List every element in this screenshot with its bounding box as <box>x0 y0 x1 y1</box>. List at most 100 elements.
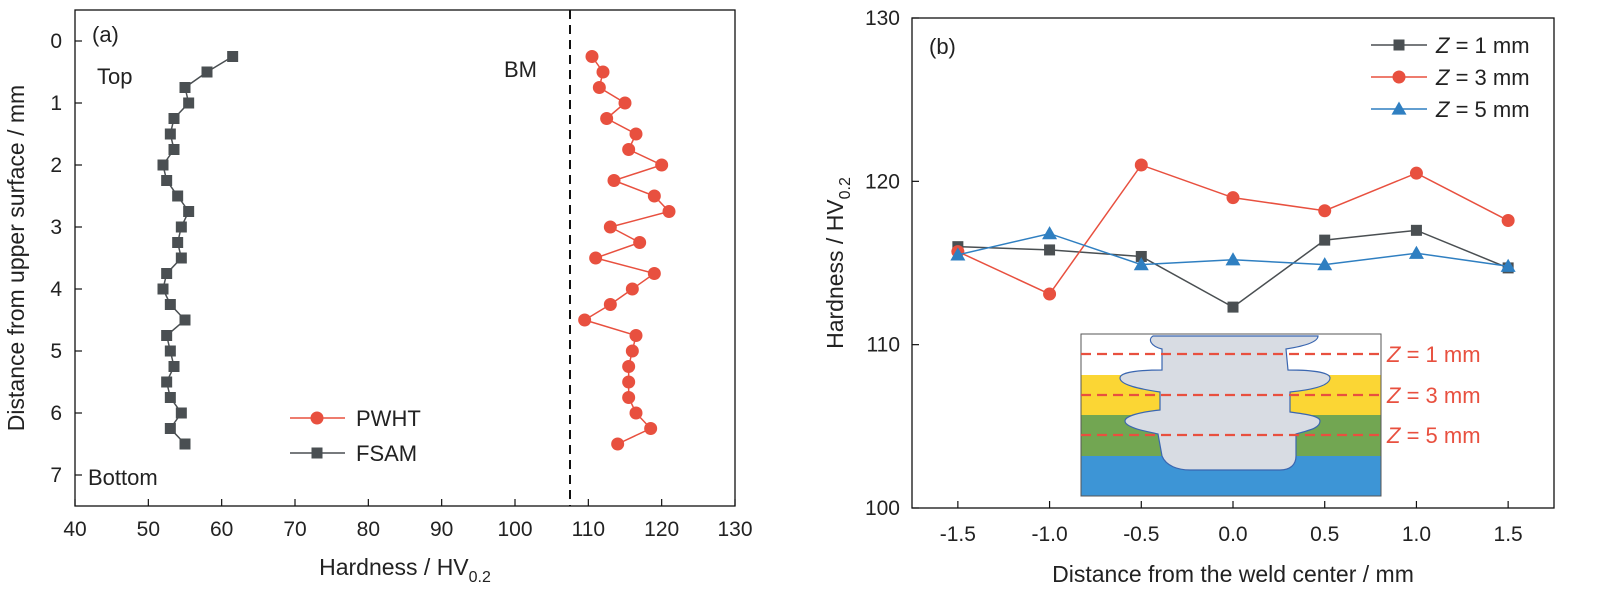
pwht-data-point <box>585 50 599 63</box>
z3mm-data-point <box>1043 287 1057 301</box>
y-tick-label: 0 <box>50 30 62 53</box>
z3mm-series-line <box>957 164 1509 295</box>
fsam-data-point <box>201 66 213 78</box>
x-tick-label: 1.0 <box>1402 523 1431 546</box>
z5mm-data-point <box>950 247 966 261</box>
y-tick-label: 100 <box>865 497 900 520</box>
pwht-data-point <box>607 174 621 187</box>
panel-a: (a) Top Bottom BM Hardness / HV0.2 Dista… <box>3 9 753 586</box>
inset-frame <box>1080 333 1382 497</box>
x-tick-label: 50 <box>137 518 160 541</box>
x-tick-label: 1.5 <box>1494 523 1523 546</box>
inset-depth-label: Z = 3 mm <box>1386 383 1481 408</box>
fsam-data-point <box>161 175 173 186</box>
panel-a-x-axis-title: Hardness / HV0.2 <box>319 554 491 586</box>
pwht-legend-label: PWHT <box>356 406 421 431</box>
fsam-data-point <box>164 423 176 434</box>
pwht-data-point <box>633 236 647 249</box>
panel-b: (b) Distance from the weld center / mm H… <box>822 7 1555 587</box>
y-tick-label: 110 <box>867 334 900 357</box>
z1mm-series-line <box>957 229 1509 308</box>
z1mm-legend-marker <box>1393 39 1405 51</box>
fsam-data-point <box>161 330 173 341</box>
fsam-legend-label: FSAM <box>356 441 417 466</box>
panel-b-y-axis-title: Hardness / HV0.2 <box>822 177 854 349</box>
pwht-data-point <box>647 189 661 203</box>
fsam-data-point <box>175 221 187 233</box>
x-tick-label: -0.5 <box>1123 523 1159 546</box>
fsam-data-point <box>179 82 191 93</box>
top-annotation: Top <box>97 64 132 89</box>
fsam-data-point <box>157 159 169 171</box>
z1mm-data-point <box>1044 244 1056 256</box>
x-tick-label: 90 <box>430 518 453 541</box>
weld-cross-section-inset: Z = 1 mm Z = 3 mm Z = 5 mm <box>1080 333 1481 497</box>
x-tick-label: 70 <box>283 518 306 541</box>
z3mm-data-point <box>1226 191 1240 205</box>
pwht-data-point <box>644 422 658 435</box>
pwht-data-point <box>622 375 636 389</box>
pwht-data-point <box>603 220 617 234</box>
y-tick-label: 7 <box>50 464 62 487</box>
bm-annotation: BM <box>504 57 537 82</box>
pwht-data-point <box>622 360 636 373</box>
z1mm-data-point <box>1319 234 1331 246</box>
z1mm-data-point <box>1135 250 1147 262</box>
fsam-data-point <box>164 392 176 403</box>
pwht-data-point <box>625 282 639 296</box>
fsam-data-point <box>179 438 191 450</box>
pwht-data-point <box>592 81 606 94</box>
pwht-data-point <box>625 344 639 358</box>
fsam-data-point <box>157 283 169 295</box>
fsam-data-point <box>175 252 187 264</box>
z5mm-data-point <box>1133 257 1149 271</box>
bottom-annotation: Bottom <box>88 465 158 490</box>
x-tick-label: 0.5 <box>1310 523 1339 546</box>
pwht-legend-marker <box>310 411 324 425</box>
z3mm-data-point <box>1318 204 1332 218</box>
fsam-data-point <box>164 128 176 140</box>
panel-a-frame <box>74 9 736 507</box>
y-tick-label: 6 <box>50 402 62 425</box>
y-tick-label: 5 <box>50 340 62 363</box>
fsam-data-point <box>161 268 173 279</box>
panel-b-legend: Z = 1 mm Z = 3 mm Z = 5 mm <box>1371 33 1530 122</box>
pwht-data-point <box>647 267 661 280</box>
pwht-data-point <box>622 391 636 404</box>
x-tick-label: 100 <box>497 518 532 541</box>
fsam-data-point <box>164 345 176 357</box>
z3mm-legend-label: Z = 3 mm <box>1435 65 1530 90</box>
pwht-data-point <box>629 127 643 141</box>
z5mm-data-point <box>1408 245 1424 259</box>
panel-b-label: (b) <box>929 34 956 59</box>
z1mm-legend-label: Z = 1 mm <box>1435 33 1530 58</box>
fsam-data-point <box>168 361 180 372</box>
pwht-data-point <box>622 143 636 156</box>
panel-b-x-axis-title: Distance from the weld center / mm <box>1052 561 1414 587</box>
z5mm-legend-marker <box>1391 101 1407 115</box>
y-tick-label: 1 <box>50 92 62 115</box>
fsam-data-point <box>179 314 191 326</box>
weld-nugget-outline <box>1119 335 1331 471</box>
pwht-data-point <box>629 329 643 342</box>
panel-a-legend: PWHT FSAM <box>290 406 421 466</box>
pwht-data-point <box>589 251 603 265</box>
fsam-data-point <box>175 407 187 419</box>
pwht-data-point <box>662 205 676 218</box>
panel-a-y-axis-title: Distance from upper surface / mm <box>3 85 29 431</box>
x-tick-label: 0.0 <box>1218 523 1247 546</box>
x-tick-label: 80 <box>357 518 380 541</box>
y-tick-label: 130 <box>865 7 900 30</box>
z5mm-data-point <box>1042 226 1058 240</box>
panel-a-label: (a) <box>92 22 119 47</box>
fsam-data-point <box>183 206 195 217</box>
z3mm-data-point <box>1409 166 1423 180</box>
y-tick-label: 3 <box>50 216 62 239</box>
fsam-data-point <box>172 190 184 202</box>
x-tick-label: 110 <box>572 518 605 541</box>
z5mm-data-point <box>1500 258 1516 272</box>
fsam-data-point <box>164 299 176 310</box>
pwht-data-point <box>611 437 625 451</box>
pwht-data-point <box>596 65 610 79</box>
